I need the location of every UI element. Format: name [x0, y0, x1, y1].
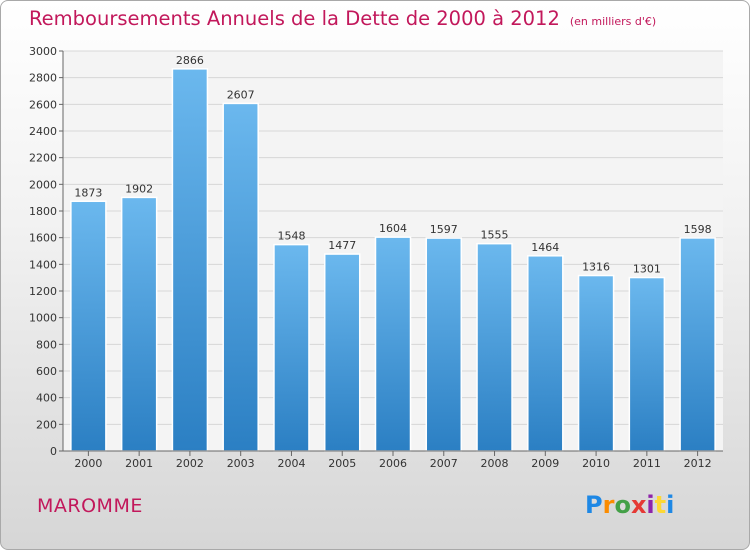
chart-title: Remboursements Annuels de la Dette de 20… — [29, 7, 656, 30]
bar-2012 — [679, 237, 716, 452]
y-tick-label: 1200 — [29, 285, 57, 298]
bar-2000 — [70, 200, 107, 452]
data-label-2006: 1604 — [379, 222, 407, 235]
x-tick-label-2002: 2002 — [176, 457, 204, 470]
logo-letter: i — [646, 491, 655, 519]
bar-2002 — [171, 68, 209, 452]
x-axis-ticks: 2000 2001 2002 2003 2004 2005 2006 2007 2008 2009… — [74, 451, 712, 470]
logo-letter: x — [630, 491, 647, 519]
y-tick-label: 1800 — [29, 205, 57, 218]
data-label-2012: 1598 — [684, 223, 712, 236]
bar-2006 — [374, 236, 412, 452]
y-tick-label: 2800 — [29, 72, 57, 85]
y-tick-label: 0 — [50, 445, 57, 458]
data-label-2010: 1316 — [582, 261, 610, 274]
bar-2004 — [273, 243, 310, 452]
bar-2003 — [222, 102, 259, 452]
x-tick-label-2006: 2006 — [379, 457, 407, 470]
y-tick-label: 2200 — [29, 152, 57, 165]
data-label-2004: 1548 — [277, 230, 305, 243]
x-tick-label-2011: 2011 — [633, 457, 661, 470]
logo-letter: P — [585, 491, 603, 519]
city-name: MAROMME — [37, 495, 143, 517]
data-label-2008: 1555 — [481, 229, 509, 242]
logo-letter: r — [602, 491, 615, 519]
logo-letter: i — [666, 491, 675, 519]
y-tick-label: 800 — [36, 338, 57, 351]
bar-2011 — [628, 276, 666, 452]
x-tick-label-2004: 2004 — [277, 457, 305, 470]
y-tick-label: 2600 — [29, 98, 57, 111]
x-tick-label-2008: 2008 — [481, 457, 509, 470]
bar-2008 — [476, 242, 513, 452]
y-tick-label: 2400 — [29, 125, 57, 138]
x-tick-label-2000: 2000 — [74, 457, 102, 470]
bar-2010 — [577, 274, 615, 452]
y-tick-label: 600 — [36, 365, 57, 378]
logo-letter: t — [654, 491, 667, 519]
y-tick-label: 400 — [36, 392, 57, 405]
y-tick-label: 200 — [36, 418, 57, 431]
x-tick-label-2012: 2012 — [684, 457, 712, 470]
data-label-2000: 1873 — [74, 186, 102, 199]
logo-letter: o — [614, 491, 631, 519]
y-axis-ticks: 0 200 400 600 800 1000 1200 1400 1600 1800 2000 220… — [29, 45, 63, 458]
bar-2007 — [425, 237, 463, 452]
y-tick-label: 3000 — [29, 45, 57, 58]
data-label-2003: 2607 — [227, 88, 255, 101]
bars — [70, 68, 716, 452]
x-tick-label-2010: 2010 — [582, 457, 610, 470]
x-tick-label-2007: 2007 — [430, 457, 458, 470]
data-label-2001: 1902 — [125, 182, 153, 195]
x-tick-label-2005: 2005 — [328, 457, 356, 470]
data-labels: 1873 1902 2866 2607 1548 1477 1604 1597 1555 1464… — [74, 54, 711, 276]
title-text: Remboursements Annuels de la Dette de 20… — [29, 7, 560, 30]
y-tick-label: 1400 — [29, 258, 57, 271]
data-label-2007: 1597 — [430, 223, 458, 236]
y-tick-label: 1600 — [29, 232, 57, 245]
bar-2001 — [120, 196, 158, 452]
y-tick-label: 2000 — [29, 178, 57, 191]
data-label-2009: 1464 — [531, 241, 559, 254]
data-label-2002: 2866 — [176, 54, 204, 67]
data-label-2011: 1301 — [633, 263, 661, 276]
data-label-2005: 1477 — [328, 239, 356, 252]
x-tick-label-2009: 2009 — [531, 457, 559, 470]
bar-2005 — [323, 253, 361, 452]
x-tick-label-2003: 2003 — [227, 457, 255, 470]
bar-2009 — [527, 255, 564, 452]
chart-subtitle: (en milliers d'€) — [569, 15, 657, 28]
proxiti-logo: Proxiti — [585, 491, 674, 519]
x-tick-label-2001: 2001 — [125, 457, 153, 470]
y-tick-label: 1000 — [29, 312, 57, 325]
